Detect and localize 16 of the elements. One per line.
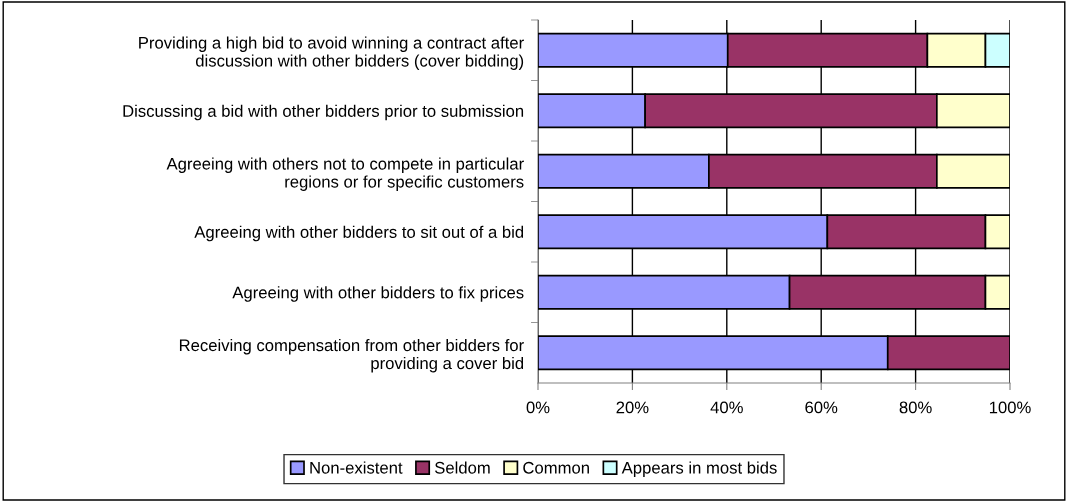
x-tick-label: 80% — [899, 401, 932, 414]
x-tick-label: 40% — [710, 401, 743, 414]
legend-label: Appears in most bids — [621, 461, 777, 477]
y-tick-label: Receiving compensation from other bidders for providing a cover bid — [179, 338, 524, 373]
y-tick-label: Agreeing with other bidders to sit out of a bid — [194, 225, 524, 242]
y-tick-label: Discussing a bid with other bidders prior to submission — [123, 104, 524, 121]
x-tick-label: 60% — [805, 401, 838, 414]
y-tick-label: Providing a high bid to avoid winning a contract after discussion with other bidders (cover bidding) — [139, 36, 524, 70]
y-tick-label: Agreeing with other bidders to fix prices — [232, 286, 524, 302]
x-tick-label: 20% — [616, 401, 649, 414]
legend-label: Common — [523, 461, 589, 474]
x-tick-label: 100% — [989, 401, 1031, 414]
legend-label: Seldom — [435, 461, 490, 474]
x-tick-label: 0% — [526, 401, 550, 414]
legend-label: Non-existent — [310, 461, 403, 474]
y-tick-label: Agreeing with others not to compete in particular regions or for specific customers — [166, 157, 524, 191]
